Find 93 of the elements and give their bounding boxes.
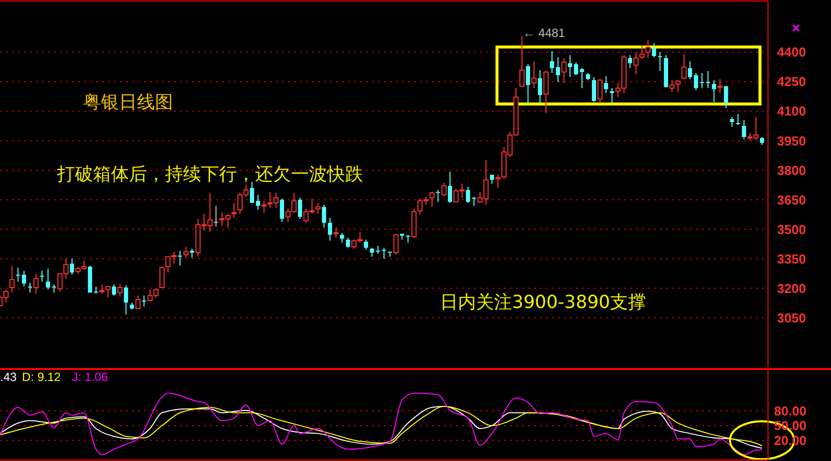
candlestick [597, 78, 603, 104]
candlestick [46, 268, 50, 290]
candlestick [736, 113, 740, 126]
candlestick [712, 80, 716, 102]
text: .43 [0, 370, 18, 384]
candlestick [675, 80, 681, 93]
y-tick-label: 3950 [777, 133, 806, 148]
candlestick [250, 181, 254, 204]
y-tick-label: 80.00 [774, 403, 807, 418]
candlestick [183, 246, 189, 258]
candlestick [568, 54, 572, 78]
candlestick [178, 250, 182, 266]
candlestick [322, 204, 326, 228]
candlestick [256, 194, 260, 210]
candlestick [550, 50, 554, 74]
candlestick [364, 239, 368, 250]
candlestick [3, 289, 9, 304]
candlestick [633, 52, 639, 75]
candlestick [382, 247, 386, 260]
candlestick [694, 72, 698, 91]
candlestick [441, 182, 447, 196]
candlestick [328, 217, 332, 242]
candlestick [448, 171, 452, 204]
candlestick [436, 189, 440, 202]
text: D: 9.12 [22, 370, 62, 384]
candlestick [135, 295, 141, 310]
annotation: 打破箱体后，持续下行，还欠一波快跌 [56, 164, 363, 185]
y-tick-label: 3650 [777, 192, 806, 208]
candlestick [429, 191, 435, 208]
candlestick [315, 202, 321, 214]
candlestick [688, 60, 692, 80]
y-tick-label: 3050 [777, 310, 806, 326]
candlestick [142, 295, 146, 308]
candlestick [231, 202, 237, 218]
annotation: 粤银日线图 [83, 92, 173, 113]
y-tick-label: 3800 [777, 162, 806, 178]
candlestick [604, 76, 608, 94]
candlestick [112, 284, 116, 296]
candlestick [298, 197, 302, 220]
candlestick [574, 62, 578, 76]
candlestick [261, 200, 267, 214]
candlestick [214, 205, 218, 228]
candlestick [543, 70, 549, 114]
candlestick [706, 70, 710, 89]
candlestick [645, 40, 651, 59]
candlestick [124, 285, 128, 315]
candlestick [393, 233, 399, 256]
candlestick [99, 284, 105, 294]
candlestick [628, 54, 632, 69]
candlestick [159, 266, 165, 288]
candlestick [742, 120, 746, 140]
y-tick-label: 3350 [777, 251, 806, 266]
candlestick [117, 283, 123, 298]
candlestick [28, 282, 32, 294]
candlestick [717, 78, 723, 94]
candlestick [561, 58, 567, 84]
line-series [0, 392, 762, 456]
candlestick [681, 54, 687, 80]
y-tick-label: 4250 [777, 74, 806, 90]
candlestick [16, 267, 20, 282]
candlestick [724, 86, 728, 109]
candlestick [466, 186, 470, 204]
candlestick [333, 227, 339, 238]
candlestick [33, 273, 39, 294]
candlestick [526, 64, 530, 104]
candlestick [639, 44, 645, 60]
candlestick [658, 52, 662, 72]
y-tick-label: 3200 [777, 280, 806, 296]
candlestick [9, 265, 15, 294]
candlestick [40, 270, 44, 282]
candlestick [280, 198, 284, 222]
annotation: 日内关注3900-3890支撑 [440, 292, 646, 313]
candlestick [556, 56, 560, 83]
text: J: 1.06 [72, 370, 108, 384]
candlestick [669, 80, 675, 93]
candlestick [531, 60, 537, 89]
candlestick [700, 72, 704, 89]
candlestick [652, 42, 656, 58]
candlestick [22, 270, 26, 288]
y-tick-label: 4400 [777, 44, 806, 60]
annotation: ← 4481 [523, 26, 566, 40]
candlestick [538, 70, 542, 104]
candlestick [730, 116, 734, 128]
candlestick [472, 196, 476, 206]
candlestick [519, 36, 525, 88]
candlestick [346, 237, 350, 248]
y-tick-label: 4100 [777, 104, 806, 119]
candlestick [610, 88, 614, 104]
y-tick-label: 3500 [777, 222, 806, 237]
candlestick [105, 286, 111, 298]
candlestick [580, 68, 584, 89]
candlestick [70, 258, 74, 276]
candlestick [592, 76, 596, 102]
